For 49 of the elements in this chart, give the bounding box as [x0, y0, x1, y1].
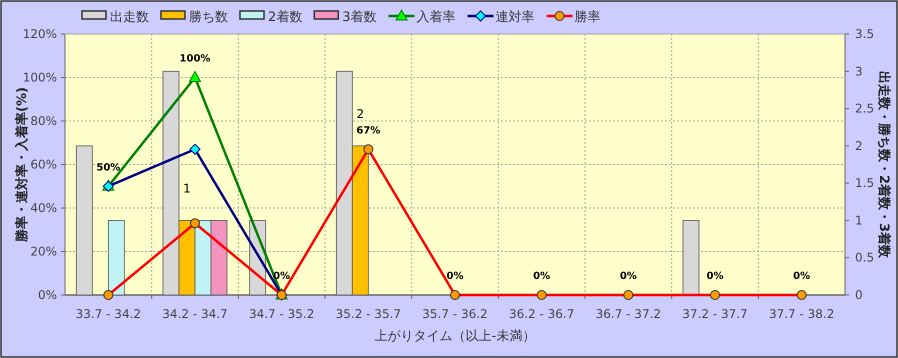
legend-label: 出走数 — [110, 10, 149, 25]
y-tick-label: 40% — [30, 201, 57, 215]
x-tick-label: 37.2 - 37.7 — [682, 307, 748, 321]
data-label: 2 — [356, 106, 364, 121]
y-tick-label: 120% — [22, 27, 57, 41]
data-label: 0% — [533, 271, 550, 282]
legend-label: 入着率 — [416, 9, 456, 25]
x-tick-label: 36.2 - 36.7 — [508, 307, 574, 321]
y-tick-label: 20% — [30, 244, 57, 258]
y-tick-label: 60% — [30, 158, 57, 172]
x-tick-label: 33.7 - 34.2 — [76, 307, 142, 321]
x-axis-title: 上がりタイム（以上-未満） — [374, 329, 536, 344]
bar — [108, 220, 125, 296]
y2-tick-label: 1.5 — [855, 176, 874, 190]
y-tick-label: 100% — [22, 70, 57, 84]
data-label: 0% — [706, 271, 724, 282]
x-tick-label: 37.7 - 38.2 — [768, 307, 834, 321]
data-label: 50% — [96, 162, 120, 174]
x-tick-label: 35.2 - 35.7 — [336, 307, 402, 321]
legend-label: 2着数 — [268, 9, 302, 25]
y2-tick-label: 3 — [855, 64, 863, 78]
data-label: 0% — [793, 271, 810, 282]
point — [190, 144, 200, 155]
data-label: 0% — [446, 271, 464, 282]
legend-label: 勝率 — [574, 9, 601, 25]
y2-axis-title: 出走数・勝ち数・2着数・3着数 — [876, 70, 892, 260]
legend-label: 勝ち数 — [189, 10, 228, 25]
data-label: 0% — [620, 271, 637, 282]
x-tick-label: 34.2 - 34.7 — [162, 307, 228, 321]
legend-label: 連対率 — [496, 9, 535, 25]
bar — [682, 220, 700, 296]
x-tick-label: 34.7 - 35.2 — [248, 307, 314, 321]
y2-tick-label: 2 — [855, 138, 863, 153]
y2-tick-label: 0.5 — [855, 250, 874, 265]
bar — [76, 145, 93, 296]
legend-label: 3着数 — [342, 9, 377, 25]
data-label: 67% — [356, 125, 380, 136]
y2-tick-label: 1 — [855, 213, 863, 228]
data-label: 1 — [183, 181, 191, 196]
y2-tick-label: 0 — [855, 288, 863, 302]
x-tick-label: 36.7 - 37.2 — [596, 307, 662, 321]
data-label: 100% — [180, 54, 210, 64]
y-axis-title: 勝率・連対率・入着率(%) — [14, 87, 30, 243]
y-tick-label: 0% — [38, 288, 57, 302]
point — [189, 71, 201, 82]
y2-tick-label: 2.5 — [855, 102, 874, 116]
x-tick-label: 35.7 - 36.2 — [422, 307, 488, 321]
y2-tick-label: 3.5 — [855, 27, 874, 41]
y-tick-label: 80% — [30, 114, 57, 128]
